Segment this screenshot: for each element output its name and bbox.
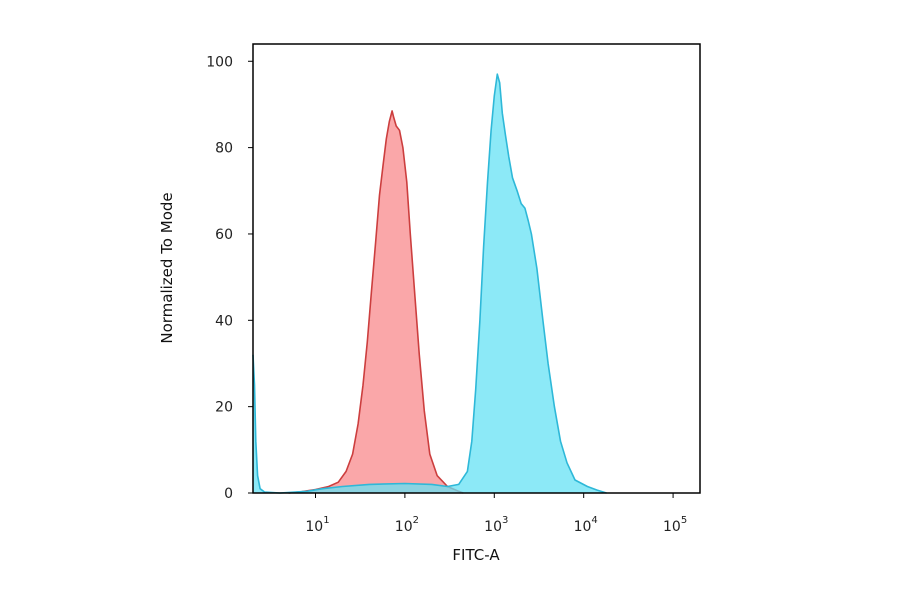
- x-tick-label: 105: [663, 515, 687, 535]
- x-tick-label: 101: [305, 515, 329, 535]
- x-tick-label: 102: [395, 515, 419, 535]
- y-tick-label: 20: [215, 400, 233, 416]
- y-tick-label: 60: [215, 227, 233, 243]
- y-tick-label: 0: [224, 486, 233, 502]
- series-1-line: [288, 110, 464, 494]
- y-tick-label: 80: [215, 141, 233, 157]
- y-tick-label: 40: [215, 313, 233, 329]
- y-axis: 0 20 40 60 80 100: [206, 54, 253, 502]
- x-axis: 101 102 103 104 105: [305, 493, 687, 535]
- y-tick-label: 100: [206, 54, 233, 70]
- series-layer: [252, 73, 607, 494]
- series-1-area: [288, 110, 464, 494]
- x-tick-label: 103: [484, 515, 508, 535]
- y-axis-label: Normalized To Mode: [158, 192, 176, 343]
- series-2-area: [253, 74, 607, 493]
- plot-frame: [252, 43, 701, 494]
- x-axis-label: FITC-A: [452, 546, 500, 564]
- x-tick-label: 104: [574, 515, 598, 535]
- series-2-line: [252, 73, 607, 494]
